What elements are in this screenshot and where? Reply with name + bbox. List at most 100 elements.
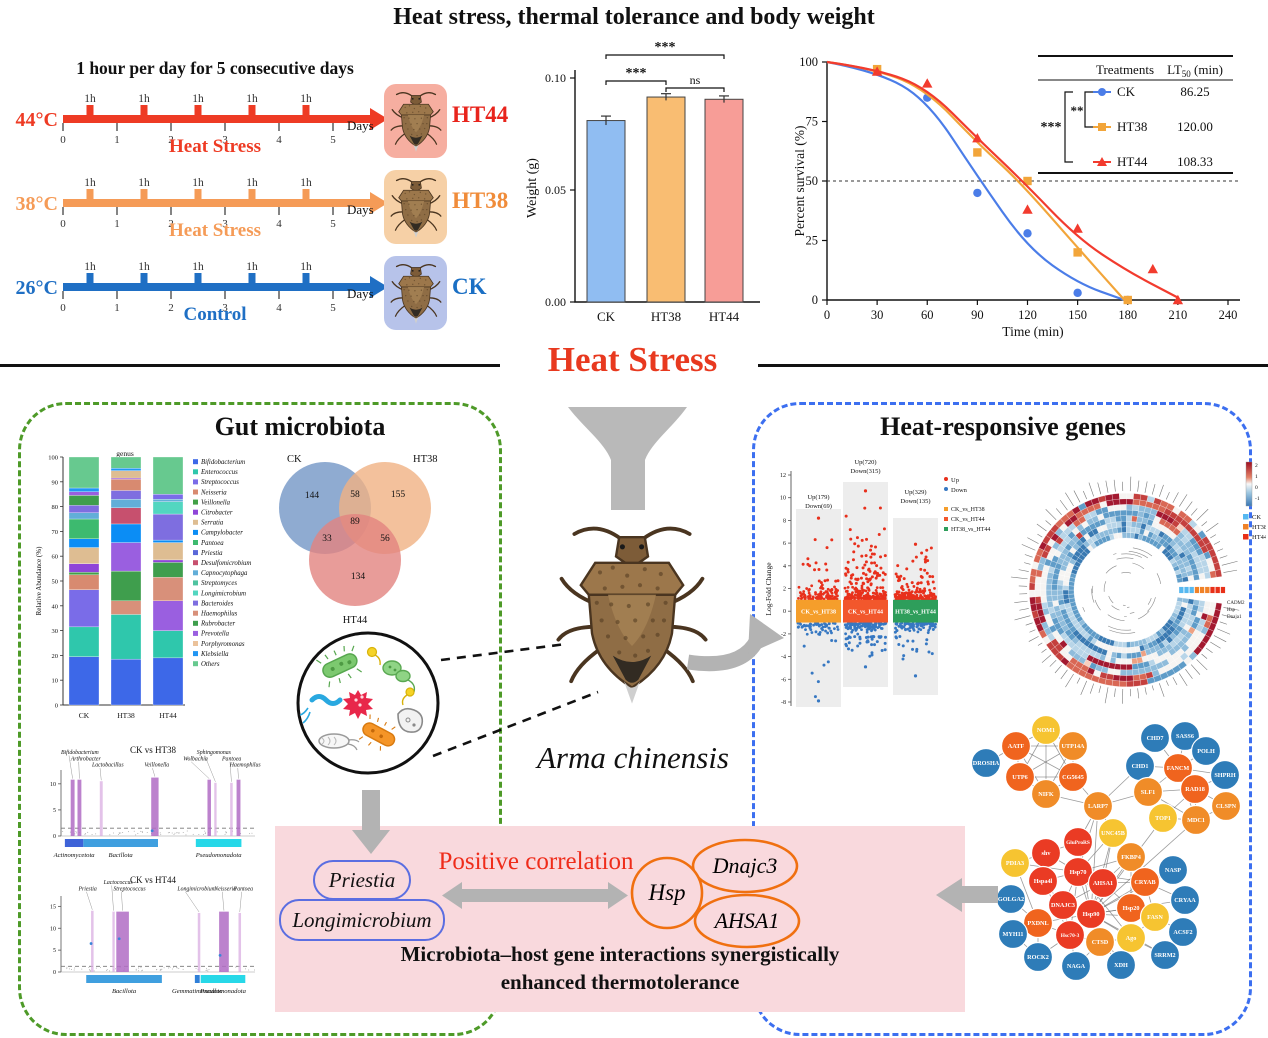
svg-text:Porphyromonas: Porphyromonas [200, 641, 245, 648]
lefse-ck-vs-ht44-chart: CK vs HT44 0 5 10 15 Priestia LactococcusStrep… [50, 875, 256, 995]
svg-text:HT38: HT38 [651, 309, 681, 324]
stacked-axes: 0 10 20 30 40 50 60 70 80 90 100 genus Relative Abun… [35, 449, 185, 710]
svg-text:Days: Days [347, 286, 374, 301]
svg-text:108.33: 108.33 [1177, 154, 1213, 169]
svg-text:NOM1: NOM1 [1037, 727, 1055, 734]
svg-text:TOP1: TOP1 [1155, 815, 1171, 822]
svg-text:0: 0 [60, 302, 66, 314]
lefse-plot: CK vs HT44 0 5 10 15 Priestia LactococcusStrep… [50, 875, 256, 995]
svg-text:0: 0 [53, 834, 56, 840]
svg-text:210: 210 [1169, 308, 1188, 322]
gene-node-PDIA3 [999, 847, 1031, 879]
svg-text:HT38: HT38 [1252, 524, 1266, 531]
svg-text:Capnocytophaga: Capnocytophaga [201, 570, 248, 577]
svg-text:LT50 (min): LT50 (min) [1167, 62, 1223, 79]
svg-text:0.10: 0.10 [545, 71, 566, 85]
svg-text:12: 12 [780, 473, 786, 479]
svg-text:56: 56 [380, 534, 390, 544]
svg-text:2: 2 [1255, 463, 1258, 469]
svg-text:Relative Abundance (%): Relative Abundance (%) [35, 546, 43, 615]
svg-text:CG5645: CG5645 [1062, 774, 1084, 781]
divider-line-left [0, 364, 500, 367]
svg-text:50: 50 [52, 579, 59, 586]
svg-text:Hspa4l: Hspa4l [1034, 878, 1053, 885]
svg-text:0.05: 0.05 [545, 183, 566, 197]
svg-text:CRYAA: CRYAA [1174, 897, 1196, 904]
svg-text:Lactococcus: Lactococcus [103, 880, 134, 886]
lefse-ck-vs-ht38-chart: CK vs HT38 0 5 10 BifidobacteriumArthrobacte… [50, 745, 261, 859]
svg-text:CK: CK [79, 711, 90, 720]
svg-text:1h: 1h [84, 93, 96, 105]
timeline-chart: 1 hour per day for 5 consecutive days 44°… [16, 58, 388, 325]
svg-text:180: 180 [1118, 308, 1137, 322]
dnajc3-label: Dnajc3 [712, 853, 778, 878]
svg-text:Actinomycetota: Actinomycetota [53, 852, 96, 859]
svg-text:HT44: HT44 [1252, 534, 1266, 541]
gene-node-FANCM [1162, 752, 1194, 784]
svg-text:Neisseria: Neisseria [213, 886, 236, 892]
svg-text:ns: ns [690, 73, 701, 87]
svg-text:UNC45B: UNC45B [1101, 830, 1125, 837]
svg-text:Klebsiella: Klebsiella [200, 651, 229, 658]
svg-text:30: 30 [52, 628, 59, 635]
bug-icon [389, 88, 443, 155]
group-label-ck: CK [452, 274, 487, 299]
gene-node-FASN [1139, 901, 1171, 933]
gene-node-Hsp90 [1075, 898, 1107, 930]
svg-text:HT38: HT38 [413, 454, 438, 465]
svg-text:Wolbachia: Wolbachia [183, 756, 208, 762]
svg-text:CK vs HT38: CK vs HT38 [130, 745, 177, 755]
summary-box: Priestia Longimicrobium Positive correla… [275, 826, 965, 1012]
svg-text:Priestia: Priestia [77, 886, 96, 892]
svg-text:Dnaja1: Dnaja1 [1227, 615, 1242, 620]
svg-text:Longimicrobium: Longimicrobium [176, 886, 215, 892]
svg-text:Hsc70-3: Hsc70-3 [1061, 933, 1080, 939]
svg-text:Weight (g): Weight (g) [525, 158, 540, 218]
svg-text:Up(329): Up(329) [904, 489, 926, 496]
svg-text:Others: Others [201, 661, 220, 668]
svg-text:FKBP4: FKBP4 [1121, 854, 1141, 861]
svg-text:30: 30 [871, 308, 884, 322]
svg-text:1h: 1h [192, 261, 204, 273]
svg-text:Rubrobacter: Rubrobacter [200, 621, 235, 628]
venn-diagram: CK HT38 HT44 144 155 134 58 33 56 89 [279, 454, 438, 626]
green-rod-microbe [316, 645, 362, 688]
svg-text:HT44: HT44 [159, 711, 177, 720]
svg-text:Bacteroides: Bacteroides [201, 600, 234, 607]
caption-line-2: enhanced thermotolerance [500, 970, 740, 994]
svg-text:-6: -6 [781, 677, 786, 683]
svg-text:AATF: AATF [1008, 743, 1025, 750]
svg-text:SRRM2: SRRM2 [1154, 952, 1175, 959]
lt50-table: Treatments LT50 (min) CK 86.25 HT38 120.00 HT4… [1038, 55, 1233, 174]
svg-text:Serratia: Serratia [201, 520, 224, 527]
jitter-strip-CK_vs_HT38: CK_vs_HT38 Up(179) Down(69) [796, 494, 841, 707]
genes-panel-title: Heat-responsive genes [880, 412, 1126, 441]
microbes-illustration [296, 631, 440, 775]
lefse-plot: CK vs HT38 0 5 10 BifidobacteriumArthrobacte… [50, 745, 261, 859]
svg-text:GOLGA2: GOLGA2 [998, 896, 1024, 903]
svg-text:Haemophilus: Haemophilus [200, 611, 238, 618]
svg-text:15: 15 [50, 904, 56, 910]
svg-text:80: 80 [52, 504, 59, 511]
svg-text:44°C: 44°C [16, 109, 58, 131]
svg-text:240: 240 [1219, 308, 1238, 322]
svg-text:Bifidobacterium: Bifidobacterium [201, 459, 245, 466]
weight-bar-chart: 0.00 0.05 0.10 Weight (g) CK HT38 HT44 *** *** ns [525, 40, 760, 324]
svg-text:HT44: HT44 [1117, 154, 1148, 169]
gene-node-ROCK2 [1022, 941, 1054, 973]
gene-node-CHD7 [1139, 722, 1171, 754]
gene-node-POLH [1190, 735, 1222, 767]
svg-text:NAGA: NAGA [1067, 963, 1086, 970]
svg-text:ACSF2: ACSF2 [1173, 929, 1192, 936]
svg-text:Streptococcus: Streptococcus [201, 479, 239, 486]
svg-text:Prevotella: Prevotella [200, 631, 230, 638]
bug-card-ck [384, 256, 447, 330]
svg-text:Bacillota: Bacillota [109, 852, 134, 859]
gene-network-chart: NOM1 AATF UTP14A DROSHA UTP6 CG5645 NIFK LARP7 C… [970, 716, 1242, 982]
jitter-strip-HT38_vs_HT44: HT38_vs_HT44 Up(329) Down(135) [893, 489, 938, 695]
svg-text:Heat Stress: Heat Stress [169, 220, 261, 241]
gene-node-NOM1 [1030, 716, 1062, 746]
gene-node-AHSA1 [1087, 867, 1119, 899]
svg-text:26°C: 26°C [16, 277, 58, 299]
svg-text:Up(179): Up(179) [807, 494, 829, 501]
